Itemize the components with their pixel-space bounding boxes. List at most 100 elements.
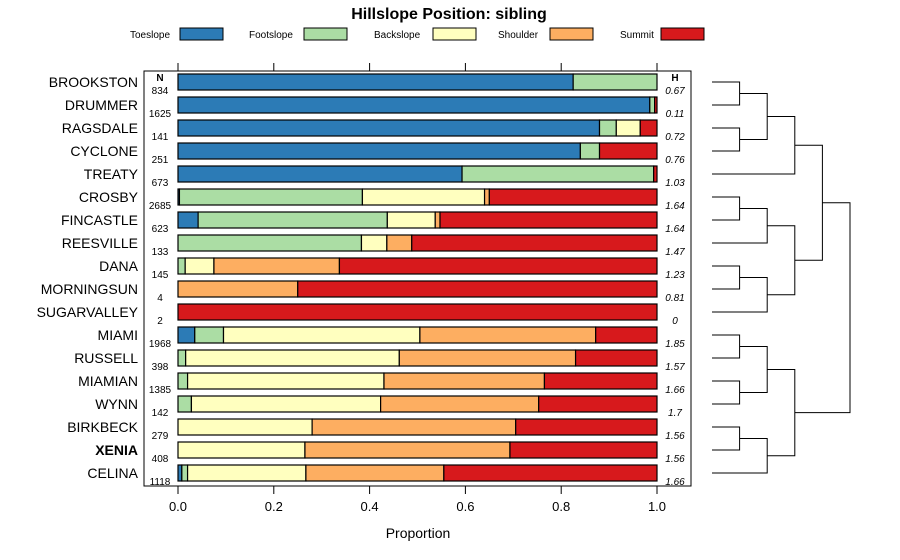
h-value-birkbeck: 1.56	[665, 431, 685, 442]
soil-label-morningsun: MORNINGSUN	[41, 281, 138, 297]
bar-dana-footslope	[177, 257, 186, 275]
soil-label-celina: CELINA	[87, 465, 138, 481]
soil-label-miamian: MIAMIAN	[78, 373, 138, 389]
bar-miami-backslope	[222, 326, 421, 344]
row-wynn: WYNN 142 1.7	[95, 395, 682, 419]
plot-panel	[143, 70, 692, 487]
bar-cyclone-footslope	[579, 142, 601, 160]
n-value-treaty: 673	[152, 178, 169, 189]
bar-fincastle-summit	[439, 211, 658, 229]
legend-swatch-backslope	[432, 27, 477, 41]
n-value-crosby: 2685	[149, 201, 172, 212]
h-value-treaty: 1.03	[665, 178, 685, 189]
n-value-dana: 145	[152, 270, 169, 281]
bar-rows: BROOKSTON 834 0.67 DRUMMER 1625 0.11 RAGSDALE 1…	[37, 73, 685, 488]
n-value-drummer: 1625	[149, 109, 172, 120]
h-value-russell: 1.57	[665, 362, 685, 373]
bar-brookston-toeslope	[177, 73, 574, 91]
dendrogram-link-9	[794, 144, 823, 261]
soil-label-russell: RUSSELL	[74, 350, 138, 366]
bar-fincastle-footslope	[197, 211, 388, 229]
n-header: N	[156, 73, 163, 84]
row-miami: MIAMI 1968 1.85	[98, 326, 685, 350]
n-value-birkbeck: 279	[152, 431, 169, 442]
bar-russell-backslope	[185, 349, 400, 367]
bar-ragsdale-toeslope	[177, 119, 601, 137]
bar-birkbeck-summit	[515, 418, 658, 436]
dendrogram-link-8	[767, 225, 796, 296]
soil-label-sugarvalley: SUGARVALLEY	[37, 304, 139, 320]
legend-label-backslope: Backslope	[374, 30, 421, 41]
legend-label-summit: Summit	[620, 30, 654, 41]
dendrogram-link-4	[712, 196, 741, 221]
bar-miami-shoulder	[419, 326, 597, 344]
bar-russell-footslope	[177, 349, 187, 367]
soil-label-wynn: WYNN	[95, 396, 138, 412]
bar-miami-toeslope	[177, 326, 196, 344]
dendrogram-link-0	[712, 81, 741, 106]
h-value-reesville: 1.47	[665, 247, 685, 258]
soil-label-miami: MIAMI	[98, 327, 138, 343]
bar-miami-footslope	[194, 326, 225, 344]
dendrogram-link-12	[739, 346, 768, 393]
bar-wynn-summit	[538, 395, 658, 413]
h-value-miami: 1.85	[665, 339, 685, 350]
h-header: H	[671, 73, 678, 84]
soil-label-fincastle: FINCASTLE	[61, 212, 138, 228]
dendrogram-link-1	[712, 127, 741, 152]
bar-ragsdale-summit	[639, 119, 658, 137]
bar-crosby-summit	[488, 188, 658, 206]
bar-dana-shoulder	[213, 257, 341, 275]
dendrogram-link-15	[767, 369, 796, 457]
h-value-brookston: 0.67	[665, 86, 685, 97]
top-axis-ticks	[177, 63, 658, 71]
x-tick-label-5: 1.0	[648, 499, 666, 514]
n-value-russell: 398	[152, 362, 169, 373]
row-russell: RUSSELL 398 1.57	[74, 349, 685, 373]
bar-morningsun-summit	[297, 280, 658, 298]
legend-label-toeslope: Toeslope	[130, 30, 170, 41]
n-value-fincastle: 623	[152, 224, 169, 235]
bar-treaty-footslope	[461, 165, 655, 183]
soil-label-ragsdale: RAGSDALE	[62, 120, 138, 136]
bar-celina-backslope	[186, 464, 307, 482]
h-value-celina: 1.66	[665, 477, 685, 488]
n-value-celina: 1118	[150, 477, 171, 488]
bar-xenia-summit	[509, 441, 658, 459]
x-tick-label-4: 0.8	[552, 499, 570, 514]
legend-swatch-toeslope	[179, 27, 224, 41]
bar-dana-backslope	[184, 257, 215, 275]
n-value-miami: 1968	[149, 339, 172, 350]
soil-label-dana: DANA	[99, 258, 139, 274]
soil-label-birkbeck: BIRKBECK	[67, 419, 138, 435]
n-value-ragsdale: 141	[152, 132, 169, 143]
row-reesville: REESVILLE 133 1.47	[62, 234, 685, 258]
n-value-sugarvalley: 2	[157, 316, 163, 327]
bar-celina-footslope	[181, 464, 189, 482]
row-treaty: TREATY 673 1.03	[84, 165, 685, 189]
row-xenia: XENIA 408 1.56	[95, 441, 685, 465]
dendrogram-link-13	[712, 426, 741, 451]
legend-swatch-footslope	[303, 27, 348, 41]
row-fincastle: FINCASTLE 623 1.64	[61, 211, 685, 235]
h-value-miamian: 1.66	[665, 385, 685, 396]
n-value-morningsun: 4	[157, 293, 163, 304]
bar-drummer-summit	[654, 96, 658, 114]
n-value-cyclone: 251	[152, 155, 169, 166]
row-cyclone: CYCLONE 251 0.76	[70, 142, 685, 166]
bar-wynn-backslope	[190, 395, 382, 413]
bar-morningsun-shoulder	[177, 280, 299, 298]
bar-birkbeck-shoulder	[311, 418, 517, 436]
bar-reesville-backslope	[360, 234, 388, 252]
x-axis-title: Proportion	[386, 525, 451, 541]
h-value-xenia: 1.56	[665, 454, 685, 465]
legend: Toeslope Footslope Backslope Shoulder Summit	[130, 27, 705, 41]
h-value-drummer: 0.11	[666, 109, 685, 120]
dendrogram-link-3	[712, 116, 796, 175]
legend-label-shoulder: Shoulder	[498, 30, 539, 41]
bar-reesville-shoulder	[386, 234, 413, 252]
bar-miamian-shoulder	[383, 372, 546, 390]
bar-xenia-shoulder	[304, 441, 511, 459]
bar-drummer-toeslope	[177, 96, 651, 114]
